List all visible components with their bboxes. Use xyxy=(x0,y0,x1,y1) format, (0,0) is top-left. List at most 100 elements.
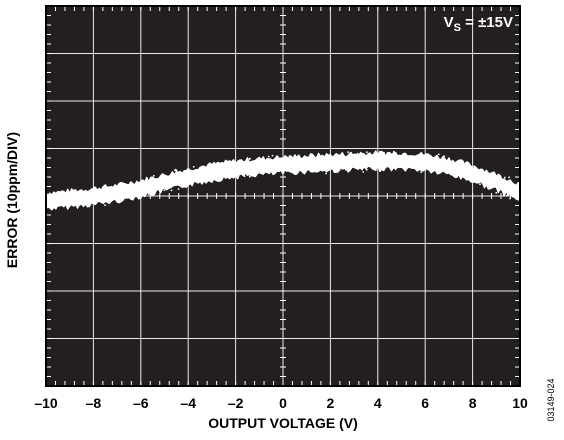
trace-noise-point xyxy=(453,165,456,168)
trace-noise-point xyxy=(408,160,411,163)
trace-noise-point xyxy=(338,169,341,171)
trace-noise-point xyxy=(394,160,396,162)
x-tick-labels: –10 –8 –6 –4 –2 0 2 4 6 8 10 xyxy=(34,395,528,411)
trace-noise-point xyxy=(362,171,365,173)
trace-noise-point xyxy=(495,175,498,178)
trace-noise-point xyxy=(101,198,104,201)
trace-noise-point xyxy=(443,155,446,158)
x-tick-label: –2 xyxy=(228,395,244,411)
x-tick-label: 8 xyxy=(469,395,477,411)
trace-noise-point xyxy=(162,182,165,185)
trace-noise-point xyxy=(383,152,385,154)
trace-noise-point xyxy=(370,167,373,169)
trace-noise-point xyxy=(443,169,445,172)
trace-noise-point xyxy=(319,165,322,168)
trace-noise-point xyxy=(153,191,156,193)
trace-noise-point xyxy=(381,156,384,159)
x-tick-label: 0 xyxy=(279,395,287,411)
trace-noise-point xyxy=(367,155,370,158)
trace-noise-point xyxy=(101,186,104,189)
y-axis-label: ERROR (10ppm/DIV) xyxy=(4,131,20,269)
trace-noise-point xyxy=(347,157,349,160)
trace-noise-point xyxy=(365,159,368,162)
trace-noise-point xyxy=(57,205,60,207)
trace-noise-point xyxy=(87,193,90,196)
trace-noise-point xyxy=(90,199,93,202)
trace-noise-point xyxy=(463,166,466,169)
trace-noise-point xyxy=(365,169,368,171)
trace-noise-point xyxy=(497,174,500,176)
trace-noise-point xyxy=(284,158,287,161)
x-tick-label: 4 xyxy=(374,395,382,411)
trace-noise-point xyxy=(90,201,93,204)
trace-noise-point xyxy=(436,172,439,175)
x-tick-label: –8 xyxy=(86,395,102,411)
trace-noise-point xyxy=(206,180,209,183)
trace-noise-point xyxy=(100,201,103,204)
x-tick-label: 2 xyxy=(327,395,335,411)
trace-noise-point xyxy=(182,174,185,177)
trace-noise-point xyxy=(177,188,180,190)
trace-noise-point xyxy=(65,192,68,194)
trace-noise-point xyxy=(233,160,235,163)
trace-noise-point xyxy=(321,156,324,159)
trace-noise-point xyxy=(224,176,227,179)
trace-noise-point xyxy=(420,171,423,174)
trace-noise-point xyxy=(124,197,127,200)
trace-noise-point xyxy=(476,173,479,176)
trace-noise-point xyxy=(150,188,153,190)
trace-noise-point xyxy=(372,168,375,171)
trace-noise-point xyxy=(325,172,327,175)
trace-noise-point xyxy=(56,202,59,205)
trace-noise-point xyxy=(233,173,236,175)
trace-noise-point xyxy=(82,194,85,197)
trace-noise-point xyxy=(317,157,320,159)
trace-noise-point xyxy=(214,173,216,175)
trace-noise-point xyxy=(508,176,510,179)
trace-noise-point xyxy=(163,189,166,192)
trace-noise-point xyxy=(435,165,438,167)
trace-noise-point xyxy=(267,155,270,158)
trace-noise-point xyxy=(310,155,312,158)
trace-noise-point xyxy=(292,169,295,172)
trace-noise-point xyxy=(192,166,195,168)
trace-noise-point xyxy=(437,153,440,156)
trace-noise-point xyxy=(422,157,425,160)
trace-noise-point xyxy=(479,183,481,186)
trace-noise-point xyxy=(248,157,251,160)
trace-noise-point xyxy=(229,174,231,176)
trace-noise-point xyxy=(370,158,373,161)
trace-noise-point xyxy=(307,162,310,165)
trace-noise-point xyxy=(311,166,313,169)
trace-noise-point xyxy=(356,152,359,155)
x-tick-label: –4 xyxy=(180,395,196,411)
trace-noise-point xyxy=(110,198,113,201)
trace-noise-point xyxy=(208,167,211,170)
trace-noise-point xyxy=(504,176,506,179)
trace-noise-point xyxy=(407,163,409,166)
trace-noise-point xyxy=(340,166,342,169)
trace-noise-point xyxy=(424,169,427,172)
trace-noise-point xyxy=(392,167,395,170)
trace-noise-point xyxy=(411,155,413,158)
plot-border xyxy=(45,5,521,387)
trace-noise-point xyxy=(286,165,289,168)
trace-noise-point xyxy=(108,186,111,189)
trace-noise-point xyxy=(160,189,162,192)
trace-noise-point xyxy=(392,150,395,153)
trace-noise-point xyxy=(451,166,453,169)
trace-noise-point xyxy=(90,192,93,195)
trace-noise-point xyxy=(236,167,239,170)
trace-noise-point xyxy=(254,172,257,175)
trace-noise-point xyxy=(509,197,511,200)
trace-noise-point xyxy=(268,164,271,167)
vs-annotation: VS = ±15V xyxy=(444,14,513,34)
trace-noise-point xyxy=(276,166,279,169)
x-tick-label: 6 xyxy=(421,395,429,411)
trace-noise-point xyxy=(347,151,349,154)
trace-noise-point xyxy=(405,166,408,169)
trace-noise-point xyxy=(147,193,150,195)
trace-noise-point xyxy=(156,189,159,191)
trace-noise-point xyxy=(76,205,79,207)
